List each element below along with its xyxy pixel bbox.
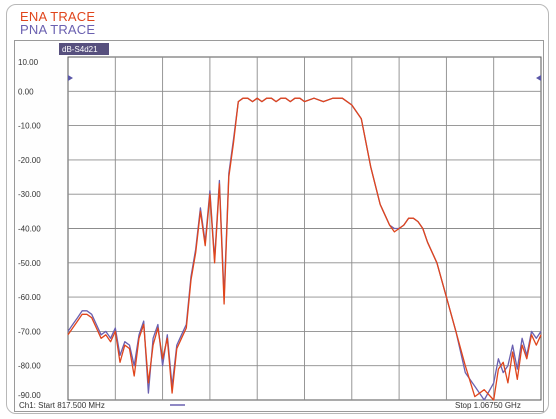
footer-start: Ch1: Start 817.500 MHz <box>19 401 105 410</box>
legend-ena-trace: ENA TRACE <box>20 9 96 24</box>
y-tick-label: -60.00 <box>18 293 41 302</box>
y-tick-labels: 10.00 0.00 -10.00 -20.00 -30.00 -40.00 -50.00 -… <box>18 58 41 400</box>
y-tick-label: -20.00 <box>18 156 41 165</box>
trace-label-box <box>59 43 109 55</box>
plot-grid <box>67 56 542 401</box>
y-tick-label: -80.00 <box>18 362 41 371</box>
y-tick-label: 0.00 <box>18 87 34 96</box>
trace-series <box>67 97 542 401</box>
ref-marker-right-icon <box>536 75 541 81</box>
y-tick-label: -30.00 <box>18 190 41 199</box>
analyzer-screen: 10.00 0.00 -10.00 -20.00 -30.00 -40.00 -50.00 -… <box>14 40 544 412</box>
y-tick-label: -10.00 <box>18 122 41 131</box>
y-tick-label: -70.00 <box>18 327 41 336</box>
y-tick-label: -50.00 <box>18 259 41 268</box>
trace-plot: 10.00 0.00 -10.00 -20.00 -30.00 -40.00 -50.00 -… <box>18 43 542 410</box>
series-line-ena-trace <box>67 97 542 401</box>
ref-marker-left-icon <box>68 75 73 81</box>
y-tick-label: -40.00 <box>18 225 41 234</box>
y-tick-label: 10.00 <box>18 58 39 67</box>
legend-pna-trace: PNA TRACE <box>20 22 96 37</box>
footer-stop: Stop 1.06750 GHz <box>455 401 521 410</box>
y-tick-label: -90.00 <box>18 391 41 400</box>
trace-label: dB-S4d21 <box>62 45 98 54</box>
